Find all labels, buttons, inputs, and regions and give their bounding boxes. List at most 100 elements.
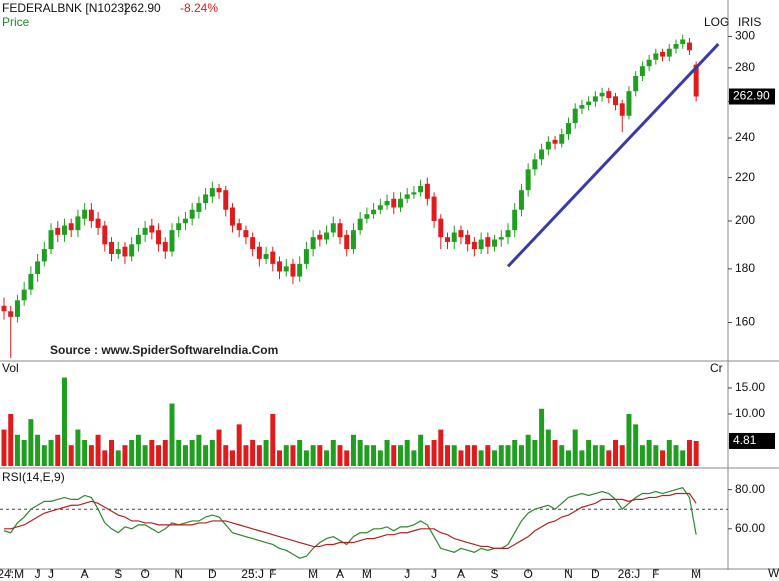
candle-body (592, 96, 598, 102)
volume-bar (95, 434, 101, 466)
candle-body (445, 237, 451, 242)
y-tick-label: 10.00 (735, 406, 765, 420)
volume-bar (431, 439, 437, 466)
candle-body (471, 241, 477, 250)
candle-body (95, 218, 101, 228)
candle-body (109, 241, 115, 254)
y-tick-label: 15.00 (735, 380, 765, 394)
price-change: -8.24% (180, 1, 218, 15)
candle-body (498, 237, 504, 240)
x-tick-label: M (691, 567, 701, 581)
x-tick-label: N (174, 567, 183, 581)
candle-body (505, 230, 511, 238)
volume-bar (411, 450, 417, 466)
volume-bar (290, 445, 296, 466)
volume-bar (102, 450, 108, 466)
candle-body (512, 209, 518, 231)
volume-bar (606, 450, 612, 466)
y-tick-label: 160 (735, 315, 755, 329)
volume-bar (250, 439, 256, 466)
volume-bar (270, 413, 276, 466)
candle-body (518, 190, 524, 210)
candle-body (539, 149, 545, 160)
volume-bar (1, 429, 7, 466)
volume-bar (75, 429, 81, 466)
volume-bar (243, 445, 249, 466)
volume-bar (619, 445, 625, 466)
candle-body (458, 230, 464, 238)
candle-body (263, 253, 269, 259)
candle-body (290, 263, 296, 277)
candle-body (371, 209, 377, 215)
candle-body (156, 230, 162, 245)
volume-bar (115, 450, 121, 466)
x-tick-label: 24:M (0, 567, 24, 581)
chart-title: FEDERALBNK [N1023] (2, 1, 127, 15)
volume-bar (297, 439, 303, 466)
volume-bar (505, 445, 511, 466)
candle-body (686, 42, 692, 51)
volume-bar (391, 445, 397, 466)
candle-body (142, 227, 148, 235)
volume-bar (28, 419, 34, 466)
volume-bar (592, 445, 598, 466)
candle-body (297, 263, 303, 277)
candle-body (485, 237, 491, 247)
volume-bar (149, 439, 155, 466)
candle-body (75, 216, 81, 231)
volume-bar (122, 445, 128, 466)
y-tick-label: 180 (735, 261, 755, 275)
volume-bar (586, 439, 592, 466)
candle-body (552, 139, 558, 144)
volume-bar (451, 445, 457, 466)
volume-bar (216, 429, 222, 466)
candle-body (579, 105, 585, 109)
candle-body (350, 230, 356, 250)
volume-bar (512, 439, 518, 466)
x-tick-label: J (404, 567, 410, 581)
volume-bar (633, 424, 639, 466)
candle-body (438, 218, 444, 238)
candle-body (525, 169, 531, 191)
candle-body (189, 209, 195, 219)
candle-body (653, 53, 659, 60)
x-tick-label: F (652, 567, 659, 581)
last-price: 262.90 (124, 1, 161, 15)
volume-bar (424, 445, 430, 466)
volume-bar (565, 450, 571, 466)
volume-bar (109, 439, 115, 466)
candle-body (270, 251, 276, 264)
volume-bar (518, 445, 524, 466)
volume-bar (61, 377, 67, 466)
volume-bar (162, 439, 168, 466)
volume-bar (579, 450, 585, 466)
volume-bar (492, 450, 498, 466)
rsi-line (4, 492, 697, 549)
volume-bar (142, 445, 148, 466)
value-tag (729, 432, 775, 449)
candle-body (68, 223, 74, 231)
volume-bar (626, 413, 632, 466)
volume-bar (35, 434, 41, 466)
x-tick-label: A (81, 567, 89, 581)
candle-body (619, 103, 625, 116)
candle-body (55, 227, 61, 235)
candle-body (391, 198, 397, 208)
x-tick-label: M (308, 567, 318, 581)
volume-bar (256, 445, 262, 466)
volume-bar (660, 450, 666, 466)
volume-bar (41, 445, 47, 466)
candle-body (646, 59, 652, 67)
x-tick-label: S (491, 567, 499, 581)
candle-body (465, 234, 471, 245)
y-tick-label: 220 (735, 170, 755, 184)
candle-body (418, 185, 424, 193)
candle-body (277, 261, 283, 272)
y-tick-label: 300 (735, 29, 755, 43)
candle-body (344, 234, 350, 250)
volume-bar (572, 429, 578, 466)
value-tag-label: 4.81 (733, 433, 757, 447)
candle-body (330, 223, 336, 233)
source: Source : www.SpiderSoftwareIndia.Com (50, 343, 278, 357)
